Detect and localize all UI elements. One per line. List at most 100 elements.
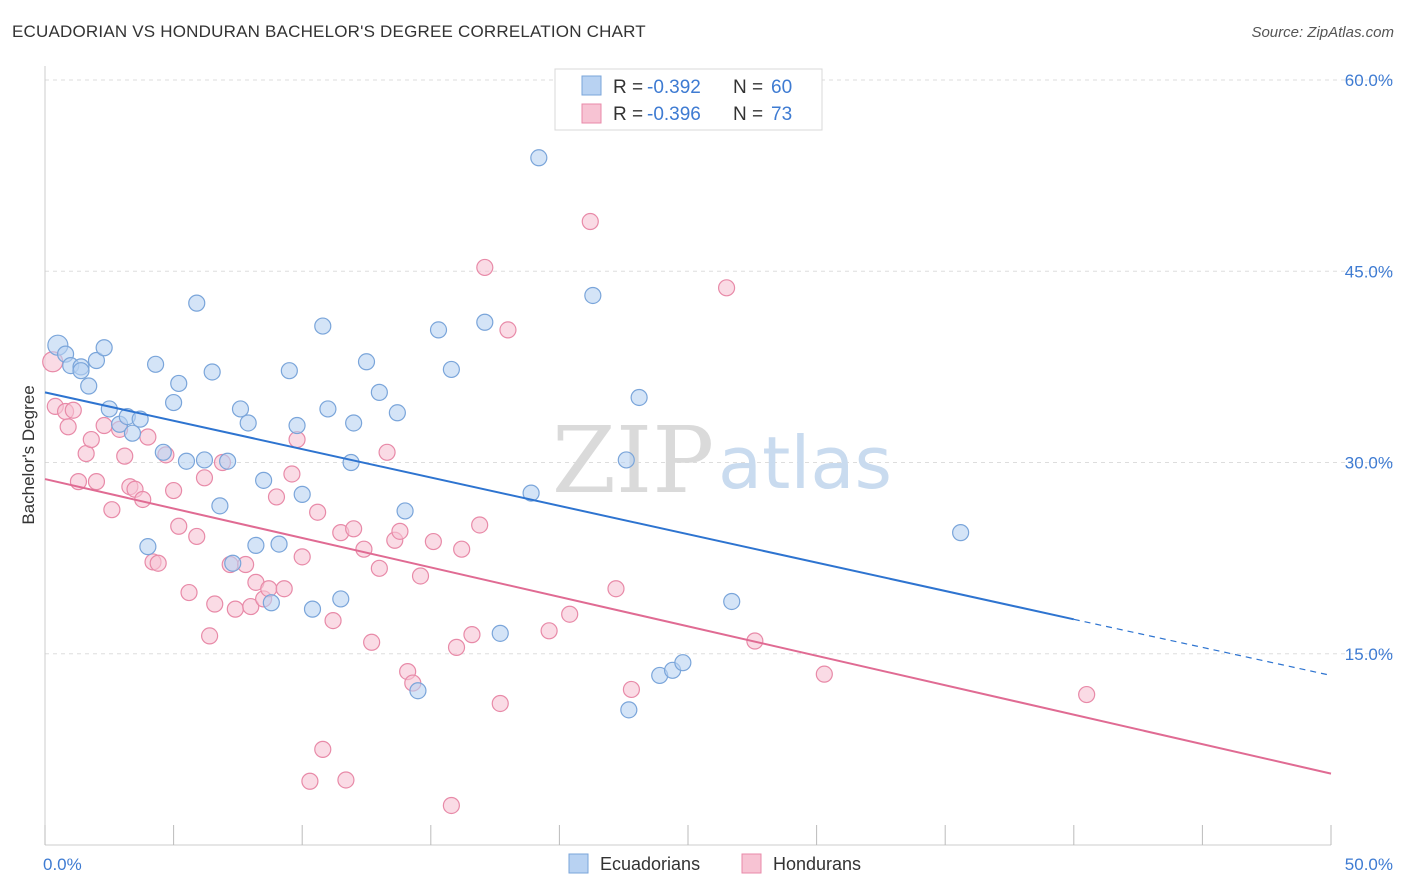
ecuadorians-point	[620, 701, 638, 719]
ecuadorians-point	[293, 485, 311, 503]
hondurans-point	[201, 627, 219, 645]
hondurans-point	[370, 559, 388, 577]
chart-title: ECUADORIAN VS HONDURAN BACHELOR'S DEGREE…	[12, 22, 646, 41]
hondurans-point	[378, 443, 396, 461]
ecuadorians-point	[723, 592, 741, 611]
y-tick-label: 30.0%	[1345, 454, 1393, 473]
hondurans-point	[309, 503, 327, 521]
hondurans-point	[260, 580, 278, 598]
legend-n-label-ecuadorians: N =	[733, 77, 763, 98]
watermark: ZIP atlas	[552, 407, 892, 514]
hondurans-point	[95, 416, 113, 435]
hondurans-point	[206, 595, 224, 613]
hondurans-point	[411, 567, 430, 585]
ecuadorians-trend-extension	[1073, 618, 1332, 677]
hondurans-point	[170, 517, 188, 535]
hondurans-point	[64, 401, 82, 419]
hondurans-point	[476, 258, 494, 277]
ecuadorians-point	[303, 600, 322, 618]
ecuadorians-point	[357, 353, 376, 371]
legend-swatch-ecuadorians	[581, 75, 602, 96]
ecuadorians-point	[630, 388, 648, 407]
ecuadorians-point	[177, 452, 196, 470]
ecuadorians-point	[211, 497, 229, 515]
ecuadorians-point	[224, 554, 242, 572]
ecuadorians-point	[80, 377, 98, 395]
ecuadorians-point	[170, 374, 188, 393]
ecuadorians-point	[674, 654, 692, 672]
ecuadorians-point	[262, 594, 280, 612]
hondurans-point	[116, 447, 134, 465]
ecuadorians-point	[203, 363, 221, 381]
ecuadorians-point	[952, 524, 970, 542]
hondurans-point	[283, 465, 301, 483]
ecuadorians-point	[584, 286, 602, 305]
y-axis-title: Bachelor's Degree	[19, 385, 38, 524]
hondurans-trend-line	[44, 478, 1332, 775]
ecuadorians-trend-line	[44, 391, 1075, 621]
hondurans-point	[337, 771, 355, 789]
hondurans-point	[165, 481, 183, 500]
hondurans-point	[471, 516, 489, 534]
ecuadorians-point	[239, 414, 257, 432]
ecuadorians-point	[491, 624, 509, 642]
hondurans-point	[149, 554, 167, 572]
hondurans-point	[391, 522, 409, 540]
hondurans-point	[815, 665, 833, 683]
ecuadorians-point	[72, 362, 90, 380]
ecuadorians-point	[345, 414, 363, 432]
ecuadorians-point	[370, 383, 388, 401]
hondurans-point	[345, 520, 363, 538]
legend-n-label-hondurans: N =	[733, 104, 763, 125]
series-swatch-ecuadorians	[568, 853, 589, 874]
ecuadorians-point	[388, 404, 406, 422]
ecuadorians-point	[146, 355, 165, 373]
legend-r-value-ecuadorians: -0.392	[647, 77, 701, 98]
ecuadorians-point	[100, 400, 118, 418]
ecuadorians-point	[154, 443, 172, 461]
legend-n-value-hondurans: 73	[771, 104, 792, 125]
ecuadorians-point	[530, 149, 548, 167]
ecuadorians-point	[255, 471, 273, 489]
hondurans-point	[717, 279, 736, 297]
y-tick-label: 60.0%	[1345, 71, 1393, 90]
hondurans-point	[314, 740, 332, 758]
hondurans-point	[267, 488, 286, 506]
chart-source: Source: ZipAtlas.com	[1251, 24, 1394, 41]
hondurans-point	[463, 626, 481, 644]
hondurans-point	[355, 540, 373, 558]
ecuadorians-point	[247, 536, 265, 554]
hondurans-point	[363, 633, 381, 651]
watermark-atlas: atlas	[718, 421, 892, 505]
series-legend: Ecuadorians Hondurans	[568, 853, 861, 874]
ecuadorians-point	[429, 321, 448, 339]
legend-r-label-ecuadorians: R =	[613, 77, 643, 98]
hondurans-point	[1078, 685, 1096, 704]
series-label-hondurans: Hondurans	[773, 854, 861, 874]
hondurans-point	[561, 605, 579, 623]
hondurans-point	[195, 469, 214, 487]
legend-swatch-hondurans	[581, 103, 602, 124]
hondurans-point	[103, 501, 121, 519]
hondurans-point	[87, 473, 106, 491]
ecuadorians-point	[314, 317, 332, 335]
hondurans-point	[442, 796, 460, 815]
hondurans-point	[226, 600, 244, 618]
hondurans-point	[139, 428, 157, 446]
y-tick-label: 15.0%	[1345, 645, 1393, 664]
hondurans-point	[180, 583, 198, 602]
stats-legend: R = -0.392 N = 60 R = -0.396 N = 73	[554, 68, 823, 131]
hondurans-point	[188, 527, 206, 546]
legend-r-value-hondurans: -0.396	[647, 104, 701, 125]
hondurans-point	[324, 611, 342, 630]
legend-n-value-ecuadorians: 60	[771, 77, 792, 98]
ecuadorians-point	[280, 362, 298, 380]
hondurans-point	[499, 321, 517, 339]
ecuadorians-point	[319, 400, 337, 418]
hondurans-point	[301, 772, 319, 790]
x-tick-label: 50.0%	[1345, 855, 1393, 874]
hondurans-point	[453, 540, 471, 558]
ecuadorians-point	[442, 360, 460, 379]
ecuadorians-point	[195, 451, 214, 469]
